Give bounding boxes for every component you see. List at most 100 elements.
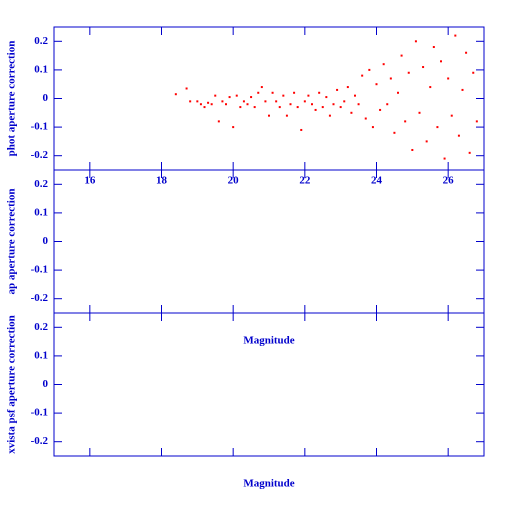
x-axis-label: Magnitude [243, 478, 294, 490]
point [454, 34, 457, 37]
point [379, 108, 382, 111]
x-tick-label: 20 [228, 175, 240, 187]
y-tick-label: 0 [43, 378, 49, 390]
point [411, 148, 414, 151]
point [386, 103, 389, 106]
point [361, 74, 364, 77]
point [253, 106, 256, 109]
point [332, 103, 335, 106]
point [250, 96, 253, 99]
point [346, 86, 349, 89]
point [414, 40, 417, 43]
point [321, 106, 324, 109]
point [174, 93, 177, 96]
point [475, 120, 478, 123]
point [457, 134, 460, 137]
point [440, 60, 442, 63]
point [260, 86, 263, 89]
point [311, 103, 313, 106]
y-tick-label: -0.2 [31, 292, 49, 304]
point [285, 114, 288, 117]
x-tick-label: 22 [299, 175, 311, 187]
point [293, 91, 296, 94]
point [246, 103, 249, 106]
point [436, 126, 439, 129]
y-axis-label: xvista psf aperture correction [6, 315, 18, 454]
point [282, 94, 285, 97]
y-tick-label: 0.1 [34, 206, 48, 218]
y-tick-label: -0.1 [31, 264, 48, 276]
point [393, 131, 396, 134]
point [268, 114, 270, 117]
y-tick-label: -0.2 [31, 435, 49, 447]
point [232, 126, 235, 129]
point [225, 103, 227, 106]
point [447, 77, 450, 80]
point [239, 106, 242, 109]
point [443, 157, 446, 160]
point [450, 114, 453, 117]
y-tick-label: 0.2 [34, 178, 48, 190]
point [189, 100, 192, 103]
panel-frame [53, 169, 485, 314]
point [364, 117, 367, 120]
y-tick-label: 0.2 [34, 321, 48, 333]
point [303, 100, 306, 103]
point [461, 88, 464, 91]
point [289, 103, 292, 106]
point [371, 126, 374, 129]
point [242, 100, 245, 103]
point [429, 86, 432, 89]
x-axis-label: Magnitude [243, 335, 294, 347]
point [328, 114, 331, 117]
point [196, 100, 199, 103]
point [400, 54, 403, 57]
y-tick-label: -0.2 [31, 149, 49, 161]
point [221, 100, 224, 103]
point [325, 96, 328, 99]
point [397, 91, 399, 94]
point [468, 151, 471, 154]
point [339, 106, 342, 109]
point [422, 66, 425, 69]
y-axis-label: ap aperture correction [6, 189, 18, 295]
point [257, 91, 260, 94]
point [357, 103, 360, 106]
point [203, 106, 206, 109]
point [407, 71, 410, 74]
x-tick-label: 16 [84, 175, 96, 187]
point [199, 103, 202, 106]
point [343, 100, 346, 103]
point [382, 63, 385, 66]
y-tick-label: 0 [43, 92, 49, 104]
point [271, 91, 274, 94]
point [300, 128, 303, 131]
point [278, 106, 281, 109]
point [336, 88, 339, 91]
point [214, 94, 217, 97]
y-tick-label: -0.1 [31, 121, 48, 133]
y-tick-label: -0.1 [31, 407, 48, 419]
point [275, 100, 278, 103]
point [307, 94, 310, 97]
point [296, 106, 299, 109]
point [350, 111, 353, 114]
point [235, 94, 238, 97]
point [228, 96, 231, 99]
x-tick-label: 26 [443, 175, 455, 187]
point [375, 83, 378, 86]
point [425, 140, 428, 143]
point [368, 68, 371, 71]
y-tick-label: 0.1 [34, 349, 48, 361]
point [217, 120, 220, 123]
point [404, 120, 407, 123]
y-tick-label: 0.1 [34, 63, 48, 75]
panel-frame [53, 26, 485, 171]
point [418, 111, 421, 114]
point [185, 87, 188, 90]
point [354, 94, 356, 97]
y-axis-label: phot aperture correction [6, 41, 18, 157]
point [210, 103, 213, 106]
x-tick-label: 18 [156, 175, 168, 187]
